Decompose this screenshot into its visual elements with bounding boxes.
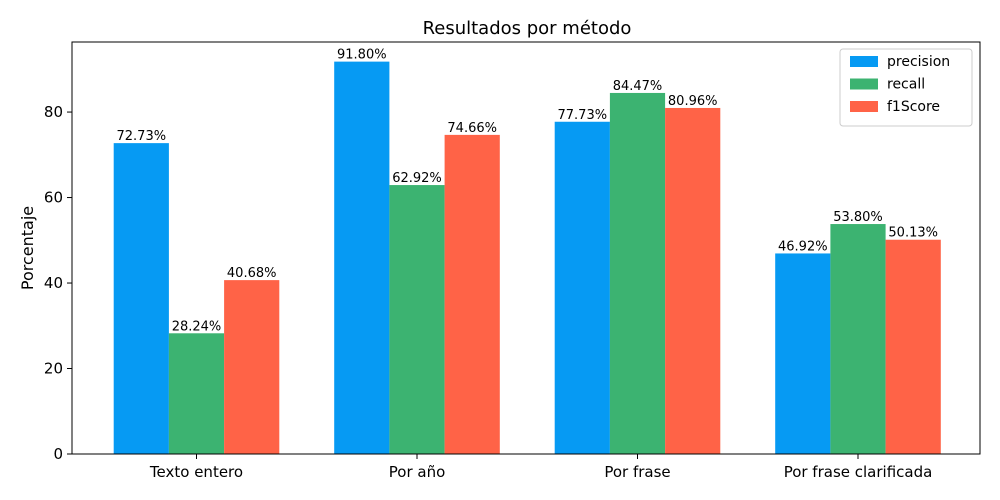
bar-recall-0	[168, 333, 225, 454]
x-tick-label: Por frase clarificada	[784, 463, 933, 481]
legend: precision recall f1Score	[839, 48, 973, 127]
x-axis: Texto entero Por año Por frase Por frase cl…	[149, 454, 932, 481]
bar-f1Score-2	[665, 107, 721, 454]
plot-frame	[71, 41, 981, 455]
legend-label-precision: precision	[887, 54, 950, 70]
x-tick-label: Por frase	[604, 463, 670, 481]
y-axis: 0 20 40 60 80	[44, 103, 72, 463]
bar-precision-1	[334, 61, 390, 454]
chart-title: Resultados por método	[423, 18, 632, 39]
legend-swatch-f1Score	[850, 101, 878, 112]
data-label-f1Score-1: 74.66%	[447, 121, 497, 136]
data-label-recall-2: 84.47%	[613, 79, 663, 94]
y-tick-label: 0	[53, 445, 63, 463]
bar-f1Score-0	[224, 280, 280, 454]
data-label-recall-3: 53.80%	[833, 210, 883, 225]
x-tick-label: Por año	[389, 463, 446, 481]
data-label-precision-1: 91.80%	[337, 48, 387, 63]
bar-f1Score-1	[444, 134, 500, 454]
y-axis-label: Porcentaje	[18, 206, 37, 290]
y-tick-label: 20	[44, 360, 63, 378]
bars-layer	[113, 61, 941, 455]
x-tick-label: Texto entero	[149, 463, 243, 481]
bar-recall-1	[389, 185, 445, 454]
data-label-f1Score-3: 50.13%	[888, 226, 938, 241]
bar-recall-3	[830, 224, 886, 454]
y-tick-label: 40	[44, 274, 63, 292]
legend-label-recall: recall	[887, 77, 925, 93]
data-label-recall-1: 62.92%	[392, 171, 442, 186]
data-label-precision-3: 46.92%	[778, 239, 828, 254]
legend-swatch-precision	[850, 56, 878, 67]
data-label-f1Score-0: 40.68%	[227, 266, 277, 281]
data-label-precision-0: 72.73%	[117, 129, 167, 144]
legend-swatch-recall	[850, 78, 878, 90]
legend-label-f1Score: f1Score	[887, 99, 940, 115]
bar-f1Score-3	[885, 239, 941, 454]
data-label-f1Score-2: 80.96%	[668, 94, 718, 109]
data-labels-layer: 72.73% 91.80% 77.73% 46.92% 28.24% 62.92% 84.4…	[117, 48, 938, 335]
data-label-precision-2: 77.73%	[558, 108, 608, 123]
y-tick-label: 80	[44, 103, 63, 121]
data-label-recall-0: 28.24%	[172, 319, 222, 334]
bar-precision-3	[775, 253, 831, 454]
y-tick-label: 60	[44, 189, 63, 207]
bar-recall-2	[609, 92, 666, 455]
bar-precision-0	[113, 143, 169, 454]
bar-precision-2	[554, 121, 610, 454]
